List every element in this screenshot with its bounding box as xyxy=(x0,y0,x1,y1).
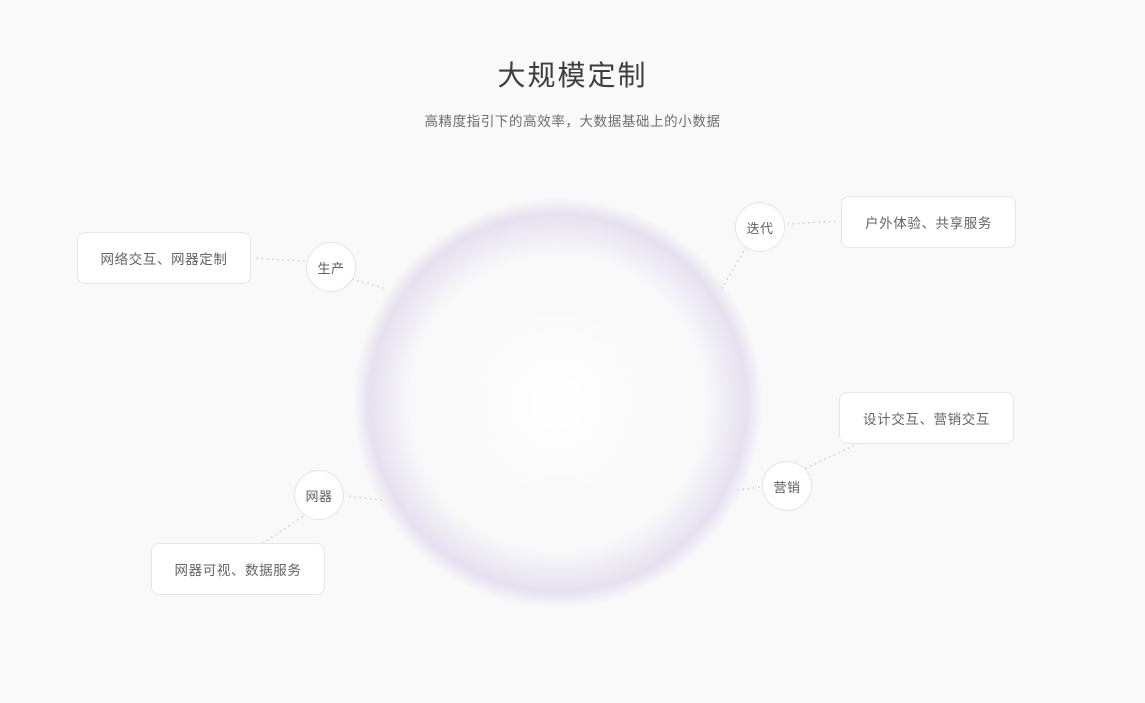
label-box-production-text: 网络交互、网器定制 xyxy=(100,252,228,267)
node-production[interactable]: 生产 xyxy=(306,242,356,292)
radial-network-sphere xyxy=(343,188,773,618)
node-marketing[interactable]: 营销 xyxy=(762,461,812,511)
label-box-marketing[interactable]: 设计交互、营销交互 xyxy=(839,392,1014,444)
label-box-device-text: 网器可视、数据服务 xyxy=(174,563,302,578)
label-box-iteration-text: 户外体验、共享服务 xyxy=(865,216,992,231)
node-marketing-label: 营销 xyxy=(773,479,801,495)
node-iteration-label: 迭代 xyxy=(746,220,774,236)
node-production-label: 生产 xyxy=(317,260,345,276)
page-header: 大规模定制 高精度指引下的高效率，大数据基础上的小数据 xyxy=(0,0,1145,132)
page-subtitle: 高精度指引下的高效率，大数据基础上的小数据 xyxy=(424,114,721,129)
label-box-iteration[interactable]: 户外体验、共享服务 xyxy=(841,196,1016,248)
connector-marketing-box xyxy=(805,440,865,469)
connector-iteration-box xyxy=(787,220,840,225)
connector-production-box xyxy=(253,257,305,262)
label-box-device[interactable]: 网器可视、数据服务 xyxy=(151,543,325,595)
node-device[interactable]: 网器 xyxy=(294,470,344,520)
node-iteration[interactable]: 迭代 xyxy=(735,202,785,252)
page-title: 大规模定制 xyxy=(497,60,648,91)
sphere-svg xyxy=(353,198,763,608)
node-device-label: 网器 xyxy=(305,488,333,504)
sphere-core-fade xyxy=(438,283,678,523)
label-box-production[interactable]: 网络交互、网器定制 xyxy=(77,232,251,284)
label-box-marketing-text: 设计交互、营销交互 xyxy=(863,412,990,427)
